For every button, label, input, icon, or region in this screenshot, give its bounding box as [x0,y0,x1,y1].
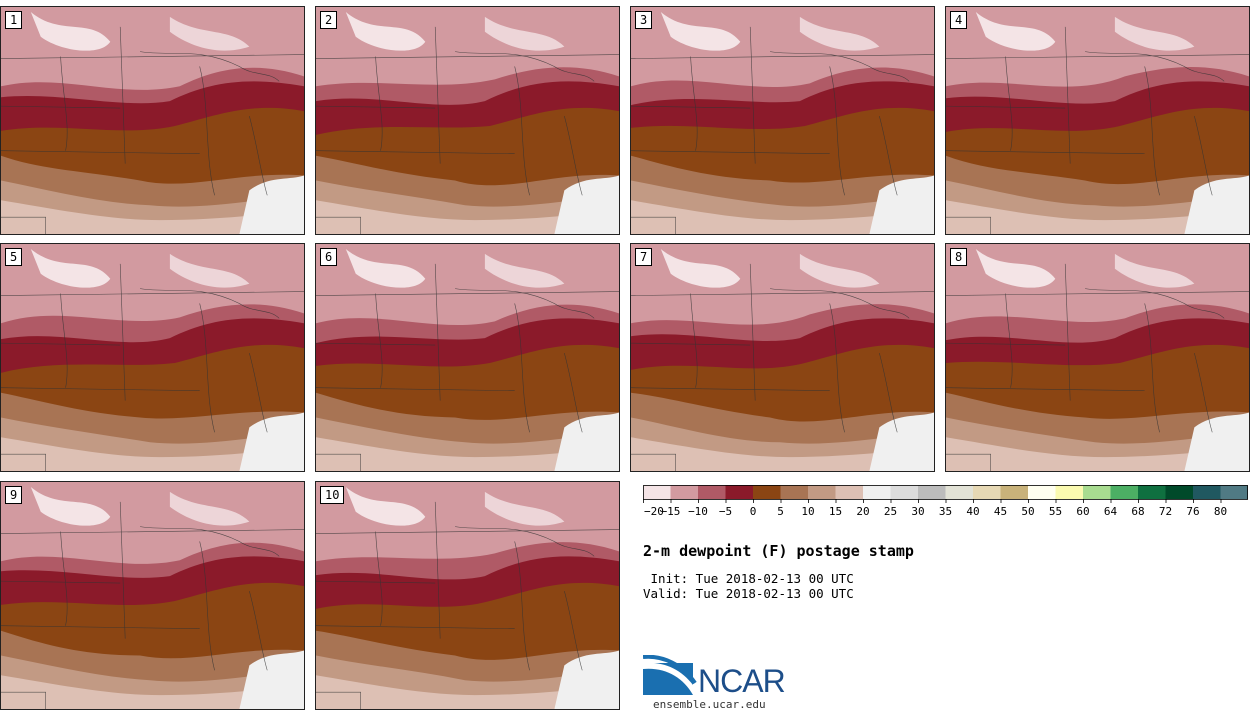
website-url: ensemble.ucar.edu [653,698,766,711]
colorbar-tick-label: 20 [856,505,869,518]
colorbar-tick-label: 64 [1104,505,1118,518]
member-panel-8: 8 [945,243,1250,472]
colorbar-tick-label: 35 [939,505,952,518]
colorbar-tick-label: 45 [994,505,1007,518]
colorbar-swatch [863,485,891,499]
colorbar-tick-label: −10 [688,505,708,518]
colorbar-tick-label: 15 [829,505,842,518]
colorbar-tick-label: 60 [1076,505,1089,518]
colorbar-swatch [918,485,946,499]
colorbar-tick-label: 68 [1131,505,1144,518]
member-number-label: 2 [320,11,338,29]
colorbar-swatch [753,485,781,499]
chart-title: 2-m dewpoint (F) postage stamp [643,542,914,560]
ncar-logo-icon [643,655,697,695]
init-time: Init: Tue 2018-02-13 00 UTC [643,571,854,586]
member-panel-5: 5 [0,243,305,472]
colorbar-swatch [1055,485,1083,499]
colorbar-tick-label: −15 [661,505,681,518]
member-panel-9: 9 [0,481,305,710]
colorbar-swatch [780,485,808,499]
colorbar-swatch [835,485,863,499]
member-panel-4: 4 [945,6,1250,235]
colorbar-swatch [1000,485,1028,499]
valid-time: Valid: Tue 2018-02-13 00 UTC [643,586,854,601]
colorbar-tick-label: 55 [1049,505,1062,518]
member-number-label: 1 [5,11,23,29]
colorbar-swatch [1165,485,1193,499]
member-panel-10: 10 [315,481,620,710]
colorbar-swatch [1110,485,1138,499]
colorbar-tick-label: 30 [911,505,924,518]
colorbar-tick-label: −5 [719,505,732,518]
colorbar-swatch [890,485,918,499]
colorbar-frame [643,485,1248,500]
member-number-label: 3 [635,11,653,29]
colorbar-swatch [1138,485,1166,499]
colorbar-swatch [1220,485,1248,499]
member-panel-7: 7 [630,243,935,472]
ncar-logo-text: NCAR [698,663,786,699]
colorbar-tick-label: 5 [777,505,784,518]
member-panel-1: 1 [0,6,305,235]
colorbar-swatch [945,485,973,499]
colorbar-tick-label: −20 [644,505,664,518]
colorbar-tick-label: 80 [1214,505,1227,518]
member-panel-6: 6 [315,243,620,472]
member-panel-3: 3 [630,6,935,235]
colorbar-tick-label: 72 [1159,505,1172,518]
colorbar-tick-label: 0 [750,505,757,518]
colorbar-swatch [670,485,698,499]
colorbar-tick-label: 76 [1186,505,1199,518]
member-panel-2: 2 [315,6,620,235]
colorbar-swatch [725,485,753,499]
colorbar-tick-label: 50 [1021,505,1034,518]
member-number-label: 8 [950,248,968,266]
colorbar-swatch [643,485,671,499]
colorbar-swatch [973,485,1001,499]
colorbar-swatch [1028,485,1056,499]
member-number-label: 10 [320,486,345,504]
member-number-label: 4 [950,11,968,29]
colorbar-swatch [808,485,836,499]
member-number-label: 6 [320,248,338,266]
colorbar-tick-label: 40 [966,505,979,518]
colorbar-swatch [1193,485,1221,499]
member-number-label: 7 [635,248,653,266]
colorbar-tick-label: 25 [884,505,897,518]
member-number-label: 5 [5,248,23,266]
colorbar-swatch [698,485,726,499]
colorbar: −20−15 −10 −5 0 5 10 15 20 25 30 35 40 45 50 55 60 64 68 7… [643,485,1248,518]
colorbar-tick-label: 10 [801,505,814,518]
colorbar-swatch [1083,485,1111,499]
member-number-label: 9 [5,486,23,504]
